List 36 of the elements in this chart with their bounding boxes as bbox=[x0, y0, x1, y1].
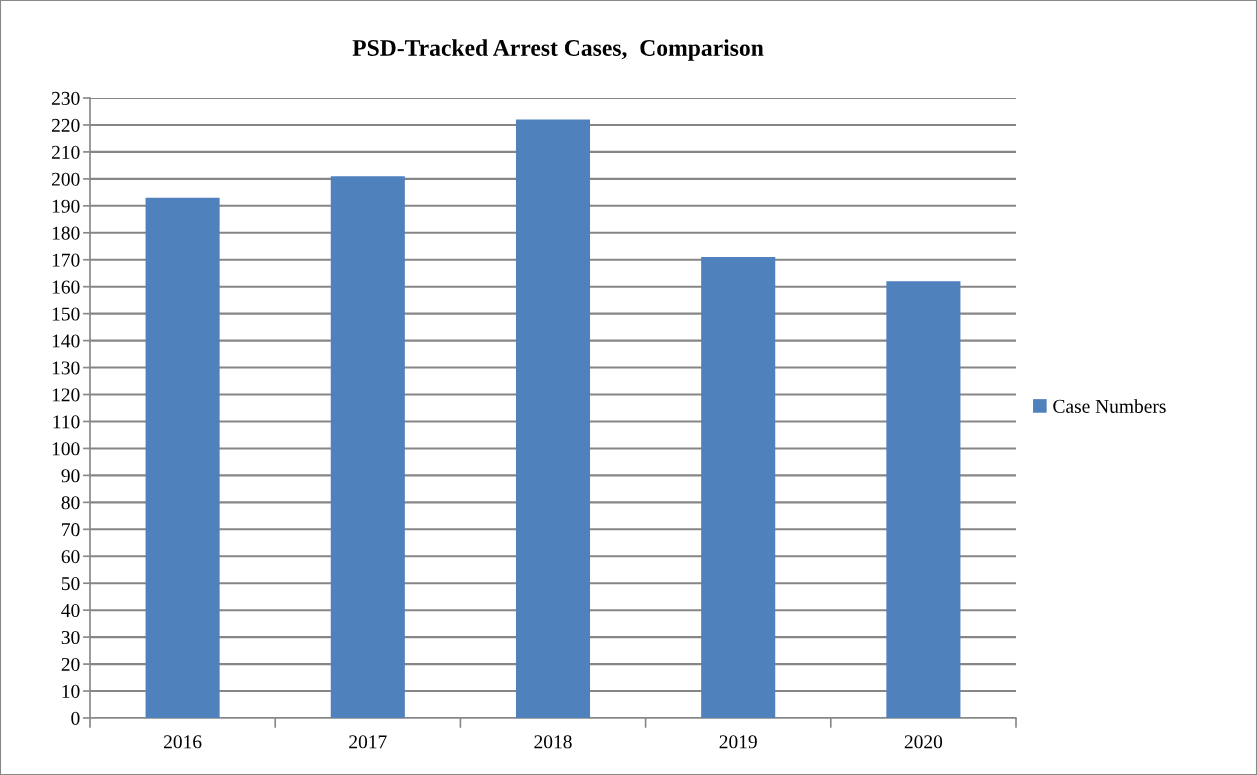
legend-label: Case Numbers bbox=[1053, 399, 1166, 413]
y-tick-label: 180 bbox=[52, 226, 80, 240]
y-tick-label: 160 bbox=[52, 280, 80, 294]
y-tick-label: 80 bbox=[61, 496, 80, 510]
x-tick-label: 2020 bbox=[904, 735, 943, 749]
y-tick-label: 30 bbox=[61, 630, 80, 645]
y-tick-label: 140 bbox=[52, 334, 80, 348]
y-tick-label: 230 bbox=[51, 91, 80, 105]
y-tick-label: 170 bbox=[52, 253, 80, 267]
y-tick-label: 10 bbox=[62, 684, 80, 698]
y-tick-label: 110 bbox=[53, 415, 80, 429]
y-tick-label: 90 bbox=[61, 469, 80, 483]
x-tick-label: 2018 bbox=[534, 735, 572, 749]
y-tick-label: 70 bbox=[62, 523, 80, 537]
y-tick-label: 60 bbox=[61, 550, 80, 564]
bar bbox=[701, 257, 776, 718]
bar bbox=[886, 281, 961, 718]
bar bbox=[145, 197, 220, 718]
x-tick-label: 2016 bbox=[164, 735, 202, 749]
y-tick-label: 40 bbox=[61, 603, 80, 618]
y-tick-label: 150 bbox=[52, 307, 80, 321]
bar bbox=[515, 119, 591, 718]
y-tick-label: 190 bbox=[52, 199, 80, 213]
y-tick-label: 0 bbox=[71, 711, 80, 725]
y-tick-label: 50 bbox=[61, 577, 80, 591]
y-tick-label: 210 bbox=[51, 145, 80, 159]
chart-title: PSD-Tracked Arrest Cases, Comparison bbox=[352, 39, 764, 61]
y-tick-label: 100 bbox=[52, 442, 80, 456]
y-tick-label: 20 bbox=[61, 657, 80, 672]
x-tick-label: 2017 bbox=[349, 735, 387, 749]
y-tick-label: 200 bbox=[51, 172, 80, 186]
x-tick-label: 2019 bbox=[719, 735, 757, 749]
y-tick-label: 220 bbox=[51, 118, 80, 132]
y-tick-label: 130 bbox=[52, 361, 80, 375]
y-tick-label: 120 bbox=[52, 388, 80, 402]
bar bbox=[330, 176, 405, 718]
